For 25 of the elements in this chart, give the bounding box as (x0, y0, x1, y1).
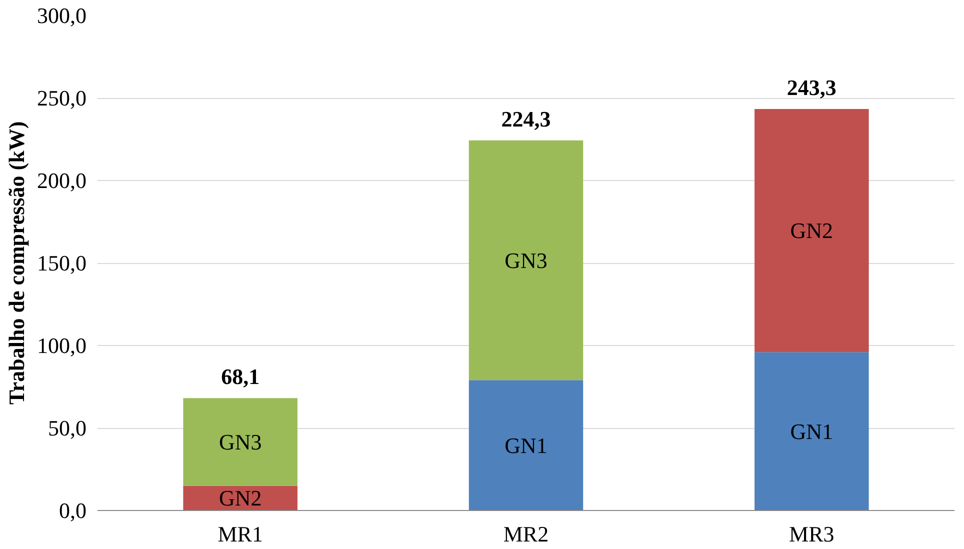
total-label: 243,3 (786, 75, 836, 100)
bar (468, 140, 584, 380)
y-tick-label: 250,0 (37, 86, 86, 110)
y-tick-label: 200,0 (37, 168, 86, 193)
total-label: 224,3 (501, 106, 551, 132)
series-label: GN1 (504, 432, 548, 458)
x-tick-label: MR2 (503, 522, 549, 546)
bar (468, 380, 584, 510)
bar (754, 109, 869, 352)
y-axis-title: Trabalho de compressão (kW) (4, 121, 29, 405)
text: GN2 (790, 218, 834, 244)
text: GN3 (504, 248, 548, 273)
x-tick-label: MR3 (789, 522, 834, 546)
y-tick-label: 50,0 (48, 416, 86, 440)
series-label: GN2 (218, 486, 262, 511)
y-tick-label: 0,0 (59, 498, 86, 523)
total-label: 68,1 (221, 364, 260, 390)
x-tick-label: MR1 (218, 522, 263, 546)
bar (183, 398, 298, 486)
y-tick-label: 150,0 (37, 250, 86, 276)
y-tick-label: 300,0 (37, 3, 86, 28)
y-tick-label: 100,0 (37, 333, 86, 358)
bar (754, 352, 869, 510)
series-label: GN3 (218, 429, 262, 454)
text: GN1 (790, 418, 834, 444)
